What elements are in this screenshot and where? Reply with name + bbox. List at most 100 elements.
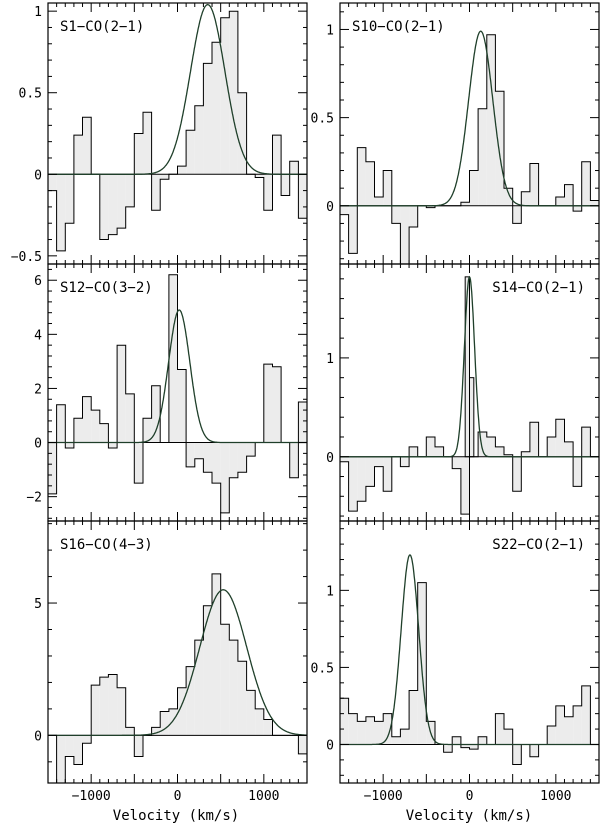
y-tick-label: 0.5 bbox=[311, 112, 334, 127]
histogram-bin bbox=[504, 454, 513, 457]
histogram-bin bbox=[73, 135, 83, 175]
histogram-bin bbox=[581, 685, 591, 745]
panel-frame bbox=[339, 2, 600, 265]
histogram-bin bbox=[289, 161, 299, 175]
x-tick-label: −1000 bbox=[72, 789, 111, 804]
histogram-peak-bin bbox=[469, 377, 475, 458]
plot-area bbox=[48, 3, 307, 252]
histogram-bin bbox=[73, 418, 83, 443]
spectrum-step-line bbox=[340, 34, 599, 264]
histogram-bin bbox=[194, 105, 204, 175]
histogram-bin bbox=[134, 133, 143, 175]
x-tick-label: 1000 bbox=[248, 789, 279, 804]
histogram-bin bbox=[357, 721, 366, 745]
histogram-bin bbox=[573, 456, 582, 487]
plot-area bbox=[340, 30, 599, 264]
histogram-bin bbox=[365, 716, 375, 745]
histogram-bin bbox=[289, 442, 299, 478]
histogram-bin bbox=[564, 441, 574, 457]
histogram-bin bbox=[177, 687, 187, 736]
histogram-bin bbox=[348, 713, 358, 745]
histogram-bin bbox=[409, 205, 418, 227]
histogram-bin bbox=[65, 735, 74, 757]
histogram-bin bbox=[460, 744, 470, 748]
histogram-bin bbox=[504, 729, 513, 745]
histogram-bin bbox=[91, 410, 100, 443]
histogram-bin bbox=[504, 188, 513, 206]
histogram-bin bbox=[434, 446, 444, 457]
histogram-bin bbox=[237, 442, 247, 473]
histogram-bin bbox=[365, 161, 375, 206]
histogram-bin bbox=[400, 729, 410, 745]
y-tick-label: 0 bbox=[326, 451, 334, 466]
histogram-bin bbox=[142, 112, 152, 175]
histogram-bin bbox=[512, 744, 522, 765]
y-tick-label: 1 bbox=[326, 584, 334, 599]
histogram-bin bbox=[73, 735, 83, 765]
histogram-bin bbox=[65, 442, 74, 448]
histogram-bin bbox=[529, 422, 539, 457]
histogram-bin bbox=[134, 735, 143, 757]
histogram-bin bbox=[547, 725, 556, 745]
gaussian-fit-curve bbox=[340, 30, 599, 207]
histogram-bin bbox=[426, 436, 435, 457]
histogram-bin bbox=[48, 174, 57, 191]
histogram-bin bbox=[340, 205, 349, 215]
histogram-bin bbox=[555, 196, 565, 206]
spectrum-step-line bbox=[340, 418, 599, 515]
histogram-bin bbox=[237, 92, 247, 175]
histogram-bin bbox=[99, 423, 109, 443]
histogram-bin bbox=[581, 161, 591, 206]
histogram-bin bbox=[82, 735, 92, 744]
histogram-bin bbox=[237, 661, 247, 736]
panel-label: S12−CO(3−2) bbox=[60, 280, 153, 296]
histogram-bin bbox=[125, 727, 135, 736]
x-axis-title-right: Velocity (km/s) bbox=[406, 808, 532, 824]
histogram-bin bbox=[220, 624, 230, 736]
histogram-bin bbox=[263, 719, 273, 736]
histogram-bin bbox=[298, 401, 307, 443]
gaussian-fit-curve bbox=[340, 554, 599, 746]
histogram-bin bbox=[409, 690, 418, 745]
histogram-bin bbox=[220, 442, 230, 513]
plot-area bbox=[340, 554, 599, 765]
x-tick-label: 0 bbox=[466, 789, 474, 804]
histogram-bin bbox=[495, 713, 505, 745]
histogram-bin bbox=[108, 442, 118, 448]
y-tick-label: 1 bbox=[326, 352, 334, 367]
x-tick-label: 1000 bbox=[540, 789, 571, 804]
y-tick-label: 1 bbox=[326, 23, 334, 38]
histogram-bin bbox=[460, 456, 470, 515]
y-tick-label: 0 bbox=[326, 738, 334, 753]
histogram-bin bbox=[65, 174, 74, 224]
histogram-bin bbox=[348, 205, 358, 254]
histogram-bin bbox=[426, 205, 435, 208]
histogram-bin bbox=[246, 690, 256, 736]
histogram-bin bbox=[340, 456, 349, 462]
histogram-bin bbox=[365, 456, 375, 487]
histogram-peak-bin bbox=[464, 276, 470, 458]
histogram-bin bbox=[383, 713, 392, 745]
histogram-bin bbox=[555, 705, 565, 745]
histogram-bin bbox=[229, 11, 238, 175]
y-tick-label: 0 bbox=[326, 200, 334, 215]
histogram-bin bbox=[521, 191, 530, 206]
histogram-bin bbox=[478, 736, 487, 745]
y-tick-label: 5 bbox=[34, 597, 42, 612]
histogram-bin bbox=[160, 174, 169, 180]
y-tick-label: 4 bbox=[34, 328, 42, 343]
histogram-bin bbox=[357, 147, 366, 206]
spectrum-panel-3: −2 0 2 4 6 S12−CO(3−2) bbox=[26, 263, 308, 522]
histogram-bin bbox=[255, 174, 264, 178]
histogram-bin bbox=[512, 456, 522, 492]
histogram-bin bbox=[255, 708, 264, 736]
plot-area bbox=[48, 573, 307, 783]
histogram-bin bbox=[298, 735, 307, 754]
histogram-bin bbox=[117, 345, 126, 443]
histogram-bin bbox=[151, 385, 161, 443]
plot-area bbox=[340, 275, 599, 515]
histogram-bin bbox=[134, 442, 143, 484]
histogram-bin bbox=[564, 716, 574, 745]
spectrum-panel-2: 0 0.5 1 S10−CO(2−1) bbox=[311, 2, 600, 265]
